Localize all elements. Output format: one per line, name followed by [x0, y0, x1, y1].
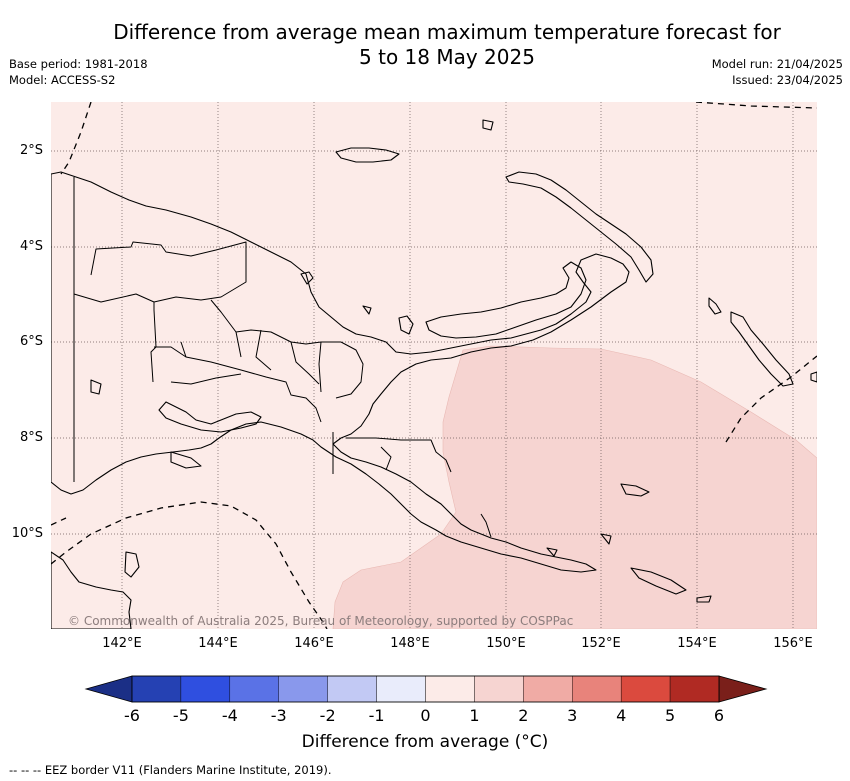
- colorbar-label: Difference from average (°C): [301, 732, 549, 752]
- colorbar-tick-label: -5: [172, 706, 189, 725]
- colorbar-segment: [523, 675, 573, 703]
- colorbar-segment: [669, 675, 720, 703]
- lat-label-10s: 10°S: [11, 526, 43, 541]
- colorbar-segment: [229, 675, 279, 703]
- anomaly-1-2-region: [332, 345, 817, 629]
- colorbar-tick-label: -2: [319, 706, 336, 725]
- forecast-map: [51, 102, 817, 629]
- issued-date: Issued: 23/04/2025: [732, 73, 843, 87]
- meta-left: Base period: 1981-2018 Model: ACCESS-S2: [9, 56, 148, 88]
- map-title: Difference from average mean maximum tem…: [0, 20, 850, 70]
- colorbar-segment: [376, 675, 426, 703]
- colorbar-segment: [327, 675, 377, 703]
- lon-label-156e: 156°E: [773, 636, 813, 651]
- lat-label-4s: 4°S: [19, 239, 43, 254]
- copyright-notice: © Commonwealth of Australia 2025, Bureau…: [68, 614, 574, 628]
- colorbar-tick-label: -1: [368, 706, 385, 725]
- lat-label-8s: 8°S: [19, 430, 43, 445]
- graticule: [51, 102, 817, 629]
- title-line-1: Difference from average mean maximum tem…: [113, 20, 781, 44]
- lon-label-142e: 142°E: [102, 636, 142, 651]
- lon-label-146e: 146°E: [294, 636, 334, 651]
- map-svg: [51, 102, 817, 629]
- meta-right: Model run: 21/04/2025 Issued: 23/04/2025: [712, 56, 843, 88]
- colorbar-segment: [572, 675, 622, 703]
- colorbar-outline: [131, 675, 720, 703]
- model-run: Model run: 21/04/2025: [711, 57, 843, 71]
- lat-label-6s: 6°S: [19, 334, 43, 349]
- colorbar-segment: [131, 675, 182, 703]
- lat-label-2s: 2°S: [19, 143, 43, 158]
- borders: [73, 177, 492, 538]
- lon-label-150e: 150°E: [486, 636, 526, 651]
- lon-label-144e: 144°E: [198, 636, 238, 651]
- colorbar-tick-label: -6: [124, 706, 140, 725]
- colorbar-tick-label: 1: [469, 706, 480, 725]
- colorbar-low-extend: [84, 675, 133, 703]
- colorbar-high-extend: [718, 675, 768, 703]
- colorbar-tick-label: 0: [420, 706, 431, 725]
- colorbar-tick-label: -3: [270, 706, 287, 725]
- colorbar-tick-label: -4: [221, 706, 238, 725]
- lon-label-148e: 148°E: [390, 636, 430, 651]
- colorbar-segment: [425, 675, 475, 703]
- colorbar-segment: [620, 675, 671, 703]
- model-name: Model: ACCESS-S2: [9, 73, 116, 87]
- base-period: Base period: 1981-2018: [9, 57, 148, 71]
- colorbar-segments: [131, 675, 720, 703]
- colorbar-tick-label: 5: [664, 706, 676, 725]
- lon-label-152e: 152°E: [581, 636, 621, 651]
- colorbar-tick-label: 3: [567, 706, 578, 725]
- colorbar-segment: [474, 675, 524, 703]
- lon-label-154e: 154°E: [677, 636, 717, 651]
- coastlines: [51, 119, 817, 629]
- eez-borders: [51, 102, 817, 629]
- colorbar-tick-label: 2: [518, 706, 529, 725]
- colorbar-segment: [278, 675, 328, 703]
- colorbar-segment: [180, 675, 231, 703]
- title-line-2: 5 to 18 May 2025: [359, 45, 535, 69]
- eez-footnote: -- -- -- EEZ border V11 (Flanders Marine…: [9, 763, 332, 777]
- colorbar-tick-label: 4: [616, 706, 627, 725]
- colorbar-tick-label: 6: [713, 706, 725, 725]
